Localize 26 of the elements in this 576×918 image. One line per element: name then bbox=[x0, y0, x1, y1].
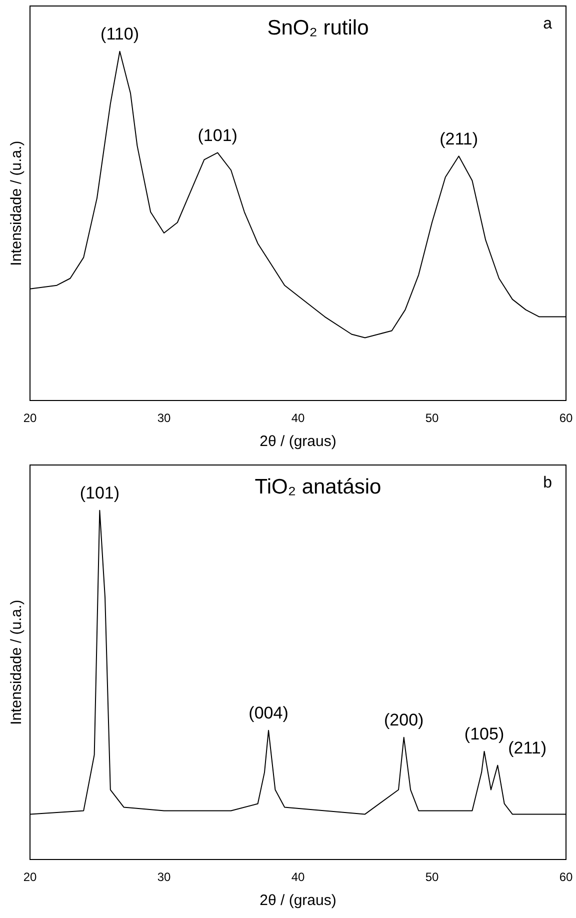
x-tick-label: 40 bbox=[291, 870, 305, 884]
chart-title: TiO₂ anatásio bbox=[254, 475, 382, 498]
x-axis-title: 2θ / (graus) bbox=[260, 433, 336, 450]
x-tick-label: 20 bbox=[23, 870, 37, 884]
x-axis-title: 2θ / (graus) bbox=[260, 892, 336, 910]
x-tick-label: 60 bbox=[559, 411, 573, 426]
x-tick-label: 30 bbox=[157, 870, 171, 884]
text: b bbox=[543, 474, 552, 492]
annotation: (105) bbox=[464, 724, 504, 744]
text: a bbox=[543, 15, 552, 32]
annotation: (200) bbox=[384, 710, 424, 730]
y-axis-title: Intensidade / (u.a.) bbox=[8, 600, 26, 725]
annotation: (101) bbox=[198, 126, 238, 145]
annotation: (211) bbox=[508, 738, 547, 758]
x-tick-label: 20 bbox=[23, 411, 37, 426]
annotation: (004) bbox=[248, 704, 288, 723]
x-tick-label: 50 bbox=[425, 870, 439, 884]
annotation: (110) bbox=[100, 24, 139, 44]
annotation: (101) bbox=[80, 484, 120, 503]
x-tick-label: 30 bbox=[157, 411, 171, 426]
x-tick-label: 60 bbox=[559, 870, 573, 884]
x-tick-label: 40 bbox=[291, 411, 305, 426]
chart-title: SnO₂ rutilo bbox=[267, 16, 369, 40]
annotation: (211) bbox=[440, 129, 478, 148]
x-tick-label: 50 bbox=[425, 411, 439, 426]
y-axis-title: Intensidade / (u.a.) bbox=[8, 140, 26, 266]
